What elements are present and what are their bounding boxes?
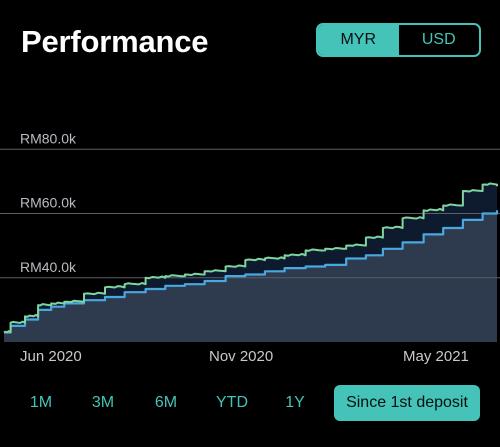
x-tick-label: Jun 2020	[20, 348, 82, 365]
x-tick-label: Nov 2020	[209, 348, 274, 365]
y-tick-label: RM60.0k	[20, 195, 77, 211]
performance-chart[interactable]: RM80.0k RM60.0k RM40.0k	[0, 85, 500, 342]
currency-myr-button[interactable]: MYR	[318, 25, 399, 55]
currency-usd-button[interactable]: USD	[421, 31, 456, 48]
x-tick-label: May 2021	[403, 348, 469, 365]
page-title: Performance	[21, 24, 209, 59]
y-tick-label: RM40.0k	[20, 259, 77, 275]
deposits-line	[4, 210, 499, 334]
range-1m-button[interactable]: 1M	[29, 394, 53, 411]
range-ytd-button[interactable]: YTD	[216, 394, 248, 411]
y-tick-label: RM80.0k	[20, 130, 77, 146]
range-since-first-deposit-button[interactable]: Since 1st deposit	[334, 385, 480, 421]
currency-toggle[interactable]: MYR USD	[316, 23, 481, 57]
range-6m-button[interactable]: 6M	[154, 394, 178, 411]
range-1y-button[interactable]: 1Y	[285, 394, 305, 411]
range-3m-button[interactable]: 3M	[91, 394, 115, 411]
deposits-area	[4, 210, 497, 342]
time-range-tabs: 1M 3M 6M YTD 1Y Since 1st deposit	[0, 385, 500, 421]
portfolio-line	[3, 182, 498, 334]
